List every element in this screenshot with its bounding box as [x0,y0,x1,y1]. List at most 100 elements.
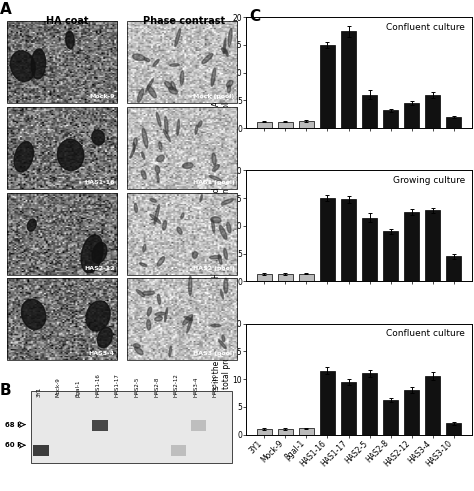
Ellipse shape [154,204,160,224]
Ellipse shape [139,263,147,267]
Ellipse shape [169,346,172,357]
Bar [362,374,377,435]
Y-axis label: HA contents in the medium
(μg/mg total protein): HA contents in the medium (μg/mg total p… [212,327,231,432]
Ellipse shape [157,173,159,183]
Ellipse shape [92,243,107,263]
Ellipse shape [200,195,202,201]
Ellipse shape [227,222,231,233]
Text: HAS2 (pool): HAS2 (pool) [193,266,235,271]
Y-axis label: HA contents in the medium
(μg/mg total protein): HA contents in the medium (μg/mg total p… [212,173,231,278]
Ellipse shape [10,51,35,82]
Text: HAS2-12: HAS2-12 [84,266,115,271]
Text: HAS2-12: HAS2-12 [173,373,179,397]
Bar [404,212,419,281]
Ellipse shape [92,130,104,145]
Ellipse shape [134,203,137,213]
Ellipse shape [209,175,222,181]
Text: HAS3-4: HAS3-4 [89,352,115,356]
Ellipse shape [169,87,178,94]
Bar [341,199,356,281]
Text: HAS1 (pool): HAS1 (pool) [193,180,235,185]
Ellipse shape [187,316,193,333]
Bar [404,103,419,128]
Ellipse shape [189,276,192,296]
Bar [171,445,186,456]
Ellipse shape [177,227,182,234]
Ellipse shape [57,139,84,170]
Ellipse shape [27,219,36,231]
Ellipse shape [211,217,221,223]
Bar [127,192,237,274]
Ellipse shape [153,59,159,66]
Ellipse shape [219,225,227,239]
Ellipse shape [164,130,170,141]
Ellipse shape [212,219,215,233]
Ellipse shape [164,117,168,134]
Ellipse shape [133,142,135,151]
Bar [7,278,117,360]
Bar [257,429,272,435]
Ellipse shape [159,142,162,150]
Bar [257,274,272,281]
Text: Confluent culture: Confluent culture [386,23,465,32]
Ellipse shape [225,48,228,56]
Ellipse shape [143,291,155,295]
Ellipse shape [133,54,145,60]
Ellipse shape [86,301,110,331]
Ellipse shape [224,278,228,293]
Bar [383,400,398,435]
Bar [299,429,314,435]
Ellipse shape [164,81,173,90]
Ellipse shape [147,85,156,98]
Ellipse shape [150,198,156,202]
Text: HAS3-4: HAS3-4 [193,377,198,397]
Ellipse shape [133,344,140,348]
Ellipse shape [147,307,152,316]
Bar [383,231,398,281]
Text: HAS3-10: HAS3-10 [213,373,218,397]
Ellipse shape [181,213,184,219]
Ellipse shape [31,49,46,79]
Text: Mock-9: Mock-9 [90,94,115,100]
Ellipse shape [175,28,181,47]
Ellipse shape [171,82,175,90]
Text: HAS1-16: HAS1-16 [95,373,100,397]
Ellipse shape [219,340,226,349]
Ellipse shape [156,112,161,127]
Ellipse shape [198,121,202,127]
Ellipse shape [137,89,144,102]
Ellipse shape [81,235,103,273]
Ellipse shape [182,315,192,325]
Ellipse shape [221,48,227,54]
Bar [278,274,293,281]
Ellipse shape [155,165,160,173]
Ellipse shape [164,308,168,322]
Ellipse shape [157,155,164,162]
Ellipse shape [136,290,145,297]
Bar [34,445,49,456]
Ellipse shape [184,316,192,321]
Bar [446,256,461,281]
Ellipse shape [157,257,164,266]
Ellipse shape [146,79,154,92]
Bar [257,122,272,128]
Text: Phase contrast: Phase contrast [143,16,225,26]
Bar [320,198,335,281]
Bar [7,192,117,274]
Bar [7,107,117,189]
Ellipse shape [223,38,226,54]
Ellipse shape [210,255,221,259]
Bar [320,45,335,128]
Text: HAS1-16: HAS1-16 [84,180,115,185]
Ellipse shape [157,294,160,304]
Ellipse shape [141,170,146,179]
Text: 3Y1: 3Y1 [36,386,41,397]
Ellipse shape [182,163,193,168]
Ellipse shape [202,54,213,64]
Text: A: A [0,2,12,18]
Text: HAS1-17: HAS1-17 [115,373,120,397]
Ellipse shape [134,138,137,146]
Ellipse shape [224,248,228,260]
Ellipse shape [170,64,180,66]
Ellipse shape [155,312,166,315]
